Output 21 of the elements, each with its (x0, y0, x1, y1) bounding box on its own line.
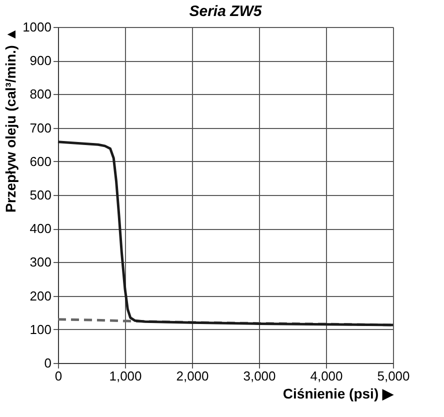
x-tick-label: 5,000 (377, 368, 410, 384)
x-axis-title: Ciśnienie (psi) ▶ (282, 386, 394, 402)
y-tick-label: 900 (30, 53, 52, 68)
x-tick-label: 3,000 (243, 368, 276, 384)
x-tick-label: 4,000 (310, 368, 343, 384)
y-tick-label: 400 (30, 221, 52, 236)
y-tick-label: 100 (30, 322, 52, 337)
y-tick-label: 200 (30, 288, 52, 304)
y-tick-label: 0 (44, 356, 52, 370)
x-tick-label: 0 (54, 368, 62, 384)
y-tick-label: 300 (30, 254, 52, 270)
y-tick-label: 600 (30, 154, 52, 169)
x-tick-label: 2,000 (176, 368, 209, 384)
y-tick-label: 700 (30, 120, 52, 136)
y-axis-title: Przepływ oleju (cal³/min.) ▲ (2, 28, 19, 213)
x-tick-label: 1,000 (109, 368, 142, 384)
y-tick-label: 500 (30, 188, 52, 202)
line-series (56, 140, 394, 326)
y-tick-label: 800 (30, 86, 52, 102)
y-tick-label: 1000 (22, 20, 52, 34)
chart-title: Seria ZW5 (189, 3, 262, 20)
